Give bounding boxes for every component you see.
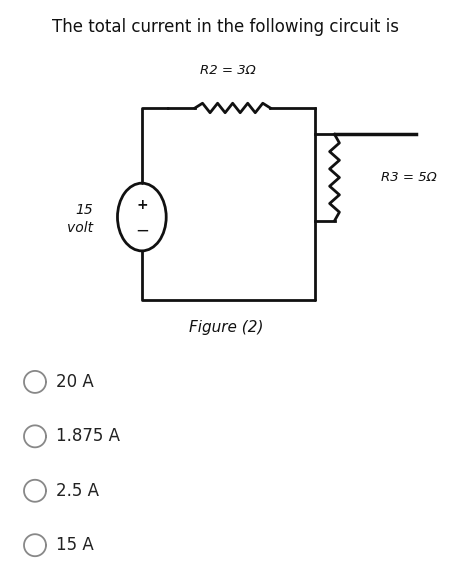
Text: 20 A: 20 A xyxy=(56,373,93,391)
Text: 15: 15 xyxy=(75,202,93,217)
Text: +: + xyxy=(136,198,147,212)
Text: 15 A: 15 A xyxy=(56,536,93,554)
Text: R2 = 3Ω: R2 = 3Ω xyxy=(200,64,256,77)
Text: Figure (2): Figure (2) xyxy=(189,320,262,335)
Text: 2.5 A: 2.5 A xyxy=(56,482,99,500)
Text: −: − xyxy=(134,221,148,239)
Text: The total current in the following circuit is: The total current in the following circu… xyxy=(52,18,399,36)
Text: R3 = 5Ω: R3 = 5Ω xyxy=(380,171,436,184)
Text: 1.875 A: 1.875 A xyxy=(56,427,120,445)
Text: volt: volt xyxy=(67,221,93,236)
